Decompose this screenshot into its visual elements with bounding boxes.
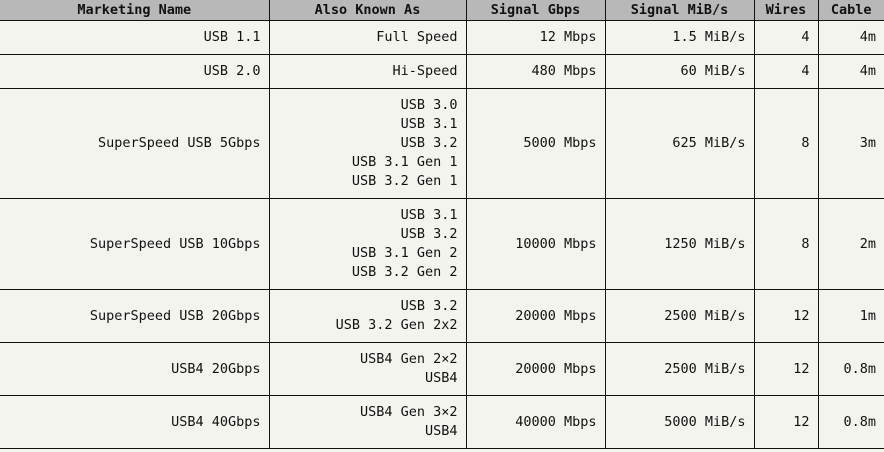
cell-signal-mibs: 625 MiB/s [604, 88, 755, 199]
cell-also-known-as: USB 3.2 USB 3.2 Gen 2x2 [268, 289, 467, 343]
cell-also-known-as: Full Speed [268, 20, 467, 55]
table-row: USB4 20Gbps USB4 Gen 2×2 USB4 20000 Mbps 250… [0, 342, 884, 396]
alias: Full Speed [376, 29, 458, 45]
cell-also-known-as: USB 3.1 USB 3.2 USB 3.1 Gen 2 USB 3.2 Gen 2 [268, 198, 467, 290]
alias: USB 3.1 Gen 1 [351, 154, 458, 170]
alias: USB 3.1 [400, 116, 458, 132]
cell-cable: 3m [817, 88, 884, 199]
cell-cable: 0.8m [817, 395, 884, 449]
cell-also-known-as: USB 3.0 USB 3.1 USB 3.2 USB 3.1 Gen 1 USB 3.… [268, 88, 467, 199]
cell-also-known-as: USB4 Gen 3×2 USB4 [268, 395, 467, 449]
cell-signal-gbps: 480 Mbps [465, 54, 606, 89]
cell-signal-gbps: 20000 Mbps [465, 289, 606, 343]
cell-signal-mibs: 60 MiB/s [604, 54, 755, 89]
cell-wires: 12 [753, 395, 819, 449]
cell-signal-mibs: 1250 MiB/s [604, 198, 755, 290]
cell-wires: 8 [753, 198, 819, 290]
alias: USB4 [424, 370, 458, 386]
table-row: SuperSpeed USB 5Gbps USB 3.0 USB 3.1 USB 3.… [0, 88, 884, 199]
cell-wires: 12 [753, 342, 819, 396]
cell-wires: 4 [753, 20, 819, 55]
cell-wires: 8 [753, 88, 819, 199]
cell-marketing-name: USB 2.0 [0, 54, 270, 89]
alias: USB 3.2 Gen 2x2 [335, 317, 458, 333]
alias: USB 3.1 [400, 207, 458, 223]
cell-also-known-as: USB4 Gen 2×2 USB4 [268, 342, 467, 396]
table-row: SuperSpeed USB 10Gbps USB 3.1 USB 3.2 USB 3… [0, 198, 884, 290]
cell-signal-mibs: 2500 MiB/s [604, 289, 755, 343]
alias: USB 3.2 [400, 298, 458, 314]
cell-marketing-name: SuperSpeed USB 20Gbps [0, 289, 270, 343]
cell-wires: 12 [753, 289, 819, 343]
cell-marketing-name: SuperSpeed USB 5Gbps [0, 88, 270, 199]
alias: USB4 [424, 423, 458, 439]
alias: USB 3.2 [400, 135, 458, 151]
alias: USB 3.2 Gen 1 [351, 173, 458, 189]
column-header-marketing-name: Marketing Name [0, 0, 270, 21]
alias: USB 3.1 Gen 2 [351, 245, 458, 261]
cell-marketing-name: USB4 20Gbps [0, 342, 270, 396]
alias: USB 3.2 [400, 226, 458, 242]
column-header-also-known-as: Also Known As [268, 0, 467, 21]
column-header-cable: Cable [817, 0, 884, 21]
cell-marketing-name: USB4 40Gbps [0, 395, 270, 449]
table-row: SuperSpeed USB 20Gbps USB 3.2 USB 3.2 Gen … [0, 289, 884, 343]
cell-signal-gbps: 40000 Mbps [465, 395, 606, 449]
cell-signal-gbps: 20000 Mbps [465, 342, 606, 396]
cell-signal-gbps: 10000 Mbps [465, 198, 606, 290]
table-row: USB 2.0 Hi-Speed 480 Mbps 60 MiB/s 4 4m [0, 54, 884, 89]
column-header-signal-gbps: Signal Gbps [465, 0, 606, 21]
cell-marketing-name: SuperSpeed USB 10Gbps [0, 198, 270, 290]
cell-wires: 4 [753, 54, 819, 89]
header-row: Marketing Name Also Known As Signal Gbps Si… [0, 0, 884, 21]
cell-cable: 0.8m [817, 342, 884, 396]
column-header-wires: Wires [753, 0, 819, 21]
cell-cable: 1m [817, 289, 884, 343]
cell-cable: 4m [817, 54, 884, 89]
alias: USB4 Gen 2×2 [359, 351, 458, 367]
cell-signal-mibs: 5000 MiB/s [604, 395, 755, 449]
alias: USB 3.2 Gen 2 [351, 264, 458, 280]
cell-signal-mibs: 2500 MiB/s [604, 342, 755, 396]
alias: Hi-Speed [392, 63, 458, 79]
alias: USB 3.0 [400, 97, 458, 113]
cell-cable: 4m [817, 20, 884, 55]
cell-cable: 2m [817, 198, 884, 290]
cell-signal-gbps: 12 Mbps [465, 20, 606, 55]
cell-signal-gbps: 5000 Mbps [465, 88, 606, 199]
cell-also-known-as: Hi-Speed [268, 54, 467, 89]
alias: USB4 Gen 3×2 [359, 404, 458, 420]
cell-signal-mibs: 1.5 MiB/s [604, 20, 755, 55]
cell-marketing-name: USB 1.1 [0, 20, 270, 55]
table-row: USB 1.1 Full Speed 12 Mbps 1.5 MiB/s 4 4m [0, 20, 884, 55]
column-header-signal-mibs: Signal MiB/s [604, 0, 755, 21]
table-row: USB4 40Gbps USB4 Gen 3×2 USB4 40000 Mbps 500… [0, 395, 884, 449]
